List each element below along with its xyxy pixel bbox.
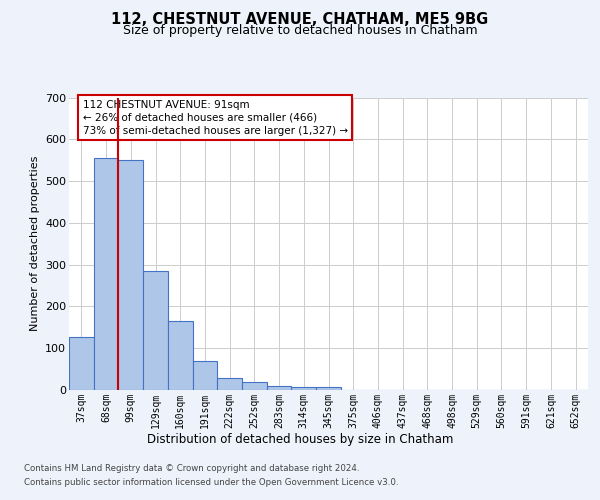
Bar (94, 158, 118, 390)
Bar (292, 388, 316, 390)
Bar (69, 337, 94, 390)
Text: 112 CHESTNUT AVENUE: 91sqm
← 26% of detached houses are smaller (466)
73% of sem: 112 CHESTNUT AVENUE: 91sqm ← 26% of deta… (83, 100, 348, 136)
Bar (217, 378, 242, 390)
Bar (193, 361, 217, 390)
Bar (118, 160, 143, 390)
Bar (267, 386, 292, 390)
Bar (168, 321, 193, 390)
Y-axis label: Number of detached properties: Number of detached properties (29, 156, 40, 332)
Text: Contains public sector information licensed under the Open Government Licence v3: Contains public sector information licen… (24, 478, 398, 487)
Text: Size of property relative to detached houses in Chatham: Size of property relative to detached ho… (122, 24, 478, 37)
Bar (143, 271, 168, 390)
Bar (242, 382, 267, 390)
Text: Contains HM Land Registry data © Crown copyright and database right 2024.: Contains HM Land Registry data © Crown c… (24, 464, 359, 473)
Text: Distribution of detached houses by size in Chatham: Distribution of detached houses by size … (147, 432, 453, 446)
Text: 112, CHESTNUT AVENUE, CHATHAM, ME5 9BG: 112, CHESTNUT AVENUE, CHATHAM, ME5 9BG (112, 12, 488, 28)
Bar (316, 388, 341, 390)
